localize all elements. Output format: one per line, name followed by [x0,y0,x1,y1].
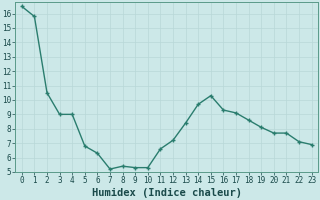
X-axis label: Humidex (Indice chaleur): Humidex (Indice chaleur) [92,188,242,198]
